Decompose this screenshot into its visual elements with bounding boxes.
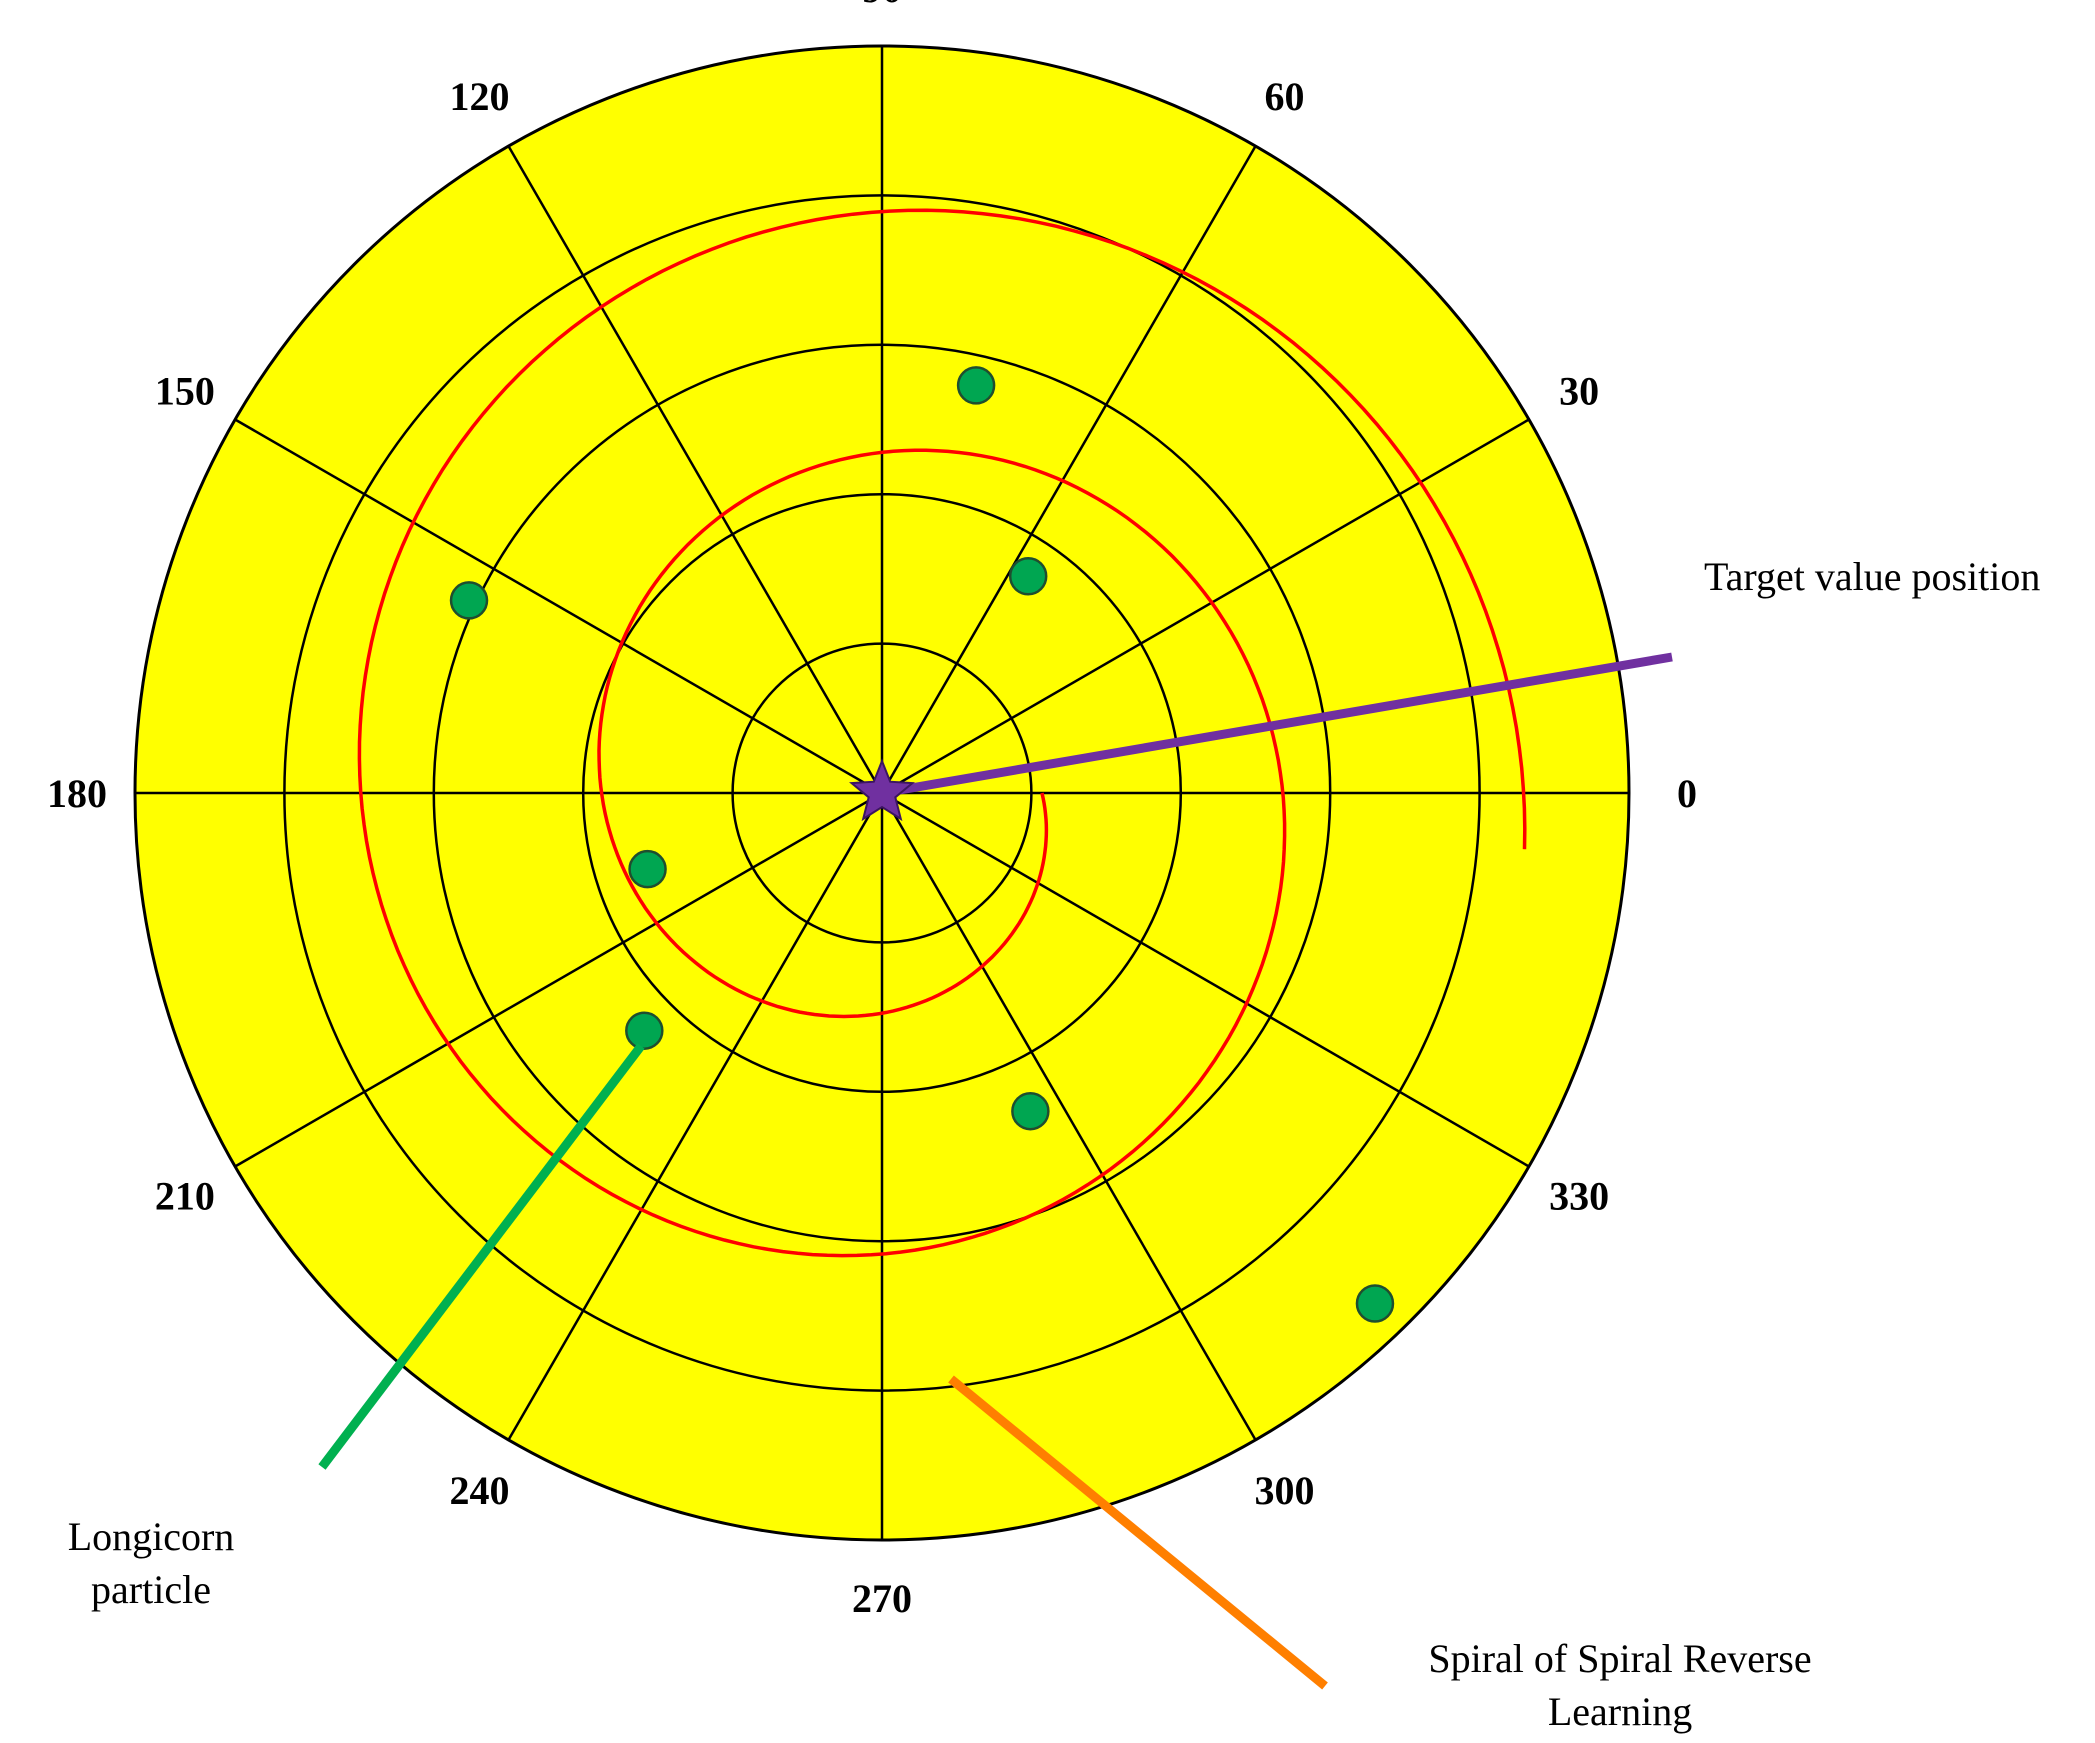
angle-label: 90 xyxy=(862,0,902,11)
angle-label: 270 xyxy=(852,1576,912,1621)
longicorn-particles xyxy=(449,366,1395,1323)
particle-callout-label-line2: particle xyxy=(91,1567,211,1612)
particle-callout-label-line1: Longicorn xyxy=(68,1514,235,1559)
spiral-leader-line xyxy=(948,1375,1328,1690)
angle-label: 210 xyxy=(155,1174,215,1219)
longicorn-particle-dot xyxy=(625,1011,664,1050)
angle-label: 300 xyxy=(1255,1468,1315,1513)
spiral-callout-label-line2: Learning xyxy=(1548,1689,1692,1734)
angle-label: 330 xyxy=(1549,1174,1609,1219)
longicorn-particle-dot xyxy=(956,366,996,405)
angle-label: 60 xyxy=(1265,74,1305,119)
longicorn-particle-dot xyxy=(628,849,667,889)
target-callout-label: Target value position xyxy=(1704,554,2040,599)
longicorn-particle-dot xyxy=(449,581,489,620)
longicorn-particle-dot xyxy=(1355,1284,1395,1323)
angle-label: 30 xyxy=(1559,369,1599,414)
spiral-curve xyxy=(357,208,1527,1258)
spiral-callout-label-line1: Spiral of Spiral Reverse xyxy=(1428,1636,1811,1681)
angle-label: 120 xyxy=(450,74,510,119)
angle-label: 180 xyxy=(47,771,107,816)
particle-leader-line xyxy=(318,1043,645,1470)
angle-label: 150 xyxy=(155,369,215,414)
angle-label: 240 xyxy=(450,1468,510,1513)
angle-label: 0 xyxy=(1677,771,1697,816)
target-star-icon xyxy=(849,758,915,822)
longicorn-particle-dot xyxy=(1008,556,1048,596)
angle-labels: 0 30 60 90 120 150 180 210 240 270 300 330 xyxy=(47,0,1697,1621)
longicorn-particle-dot xyxy=(1011,1091,1050,1131)
target-leader-line xyxy=(881,652,1673,798)
